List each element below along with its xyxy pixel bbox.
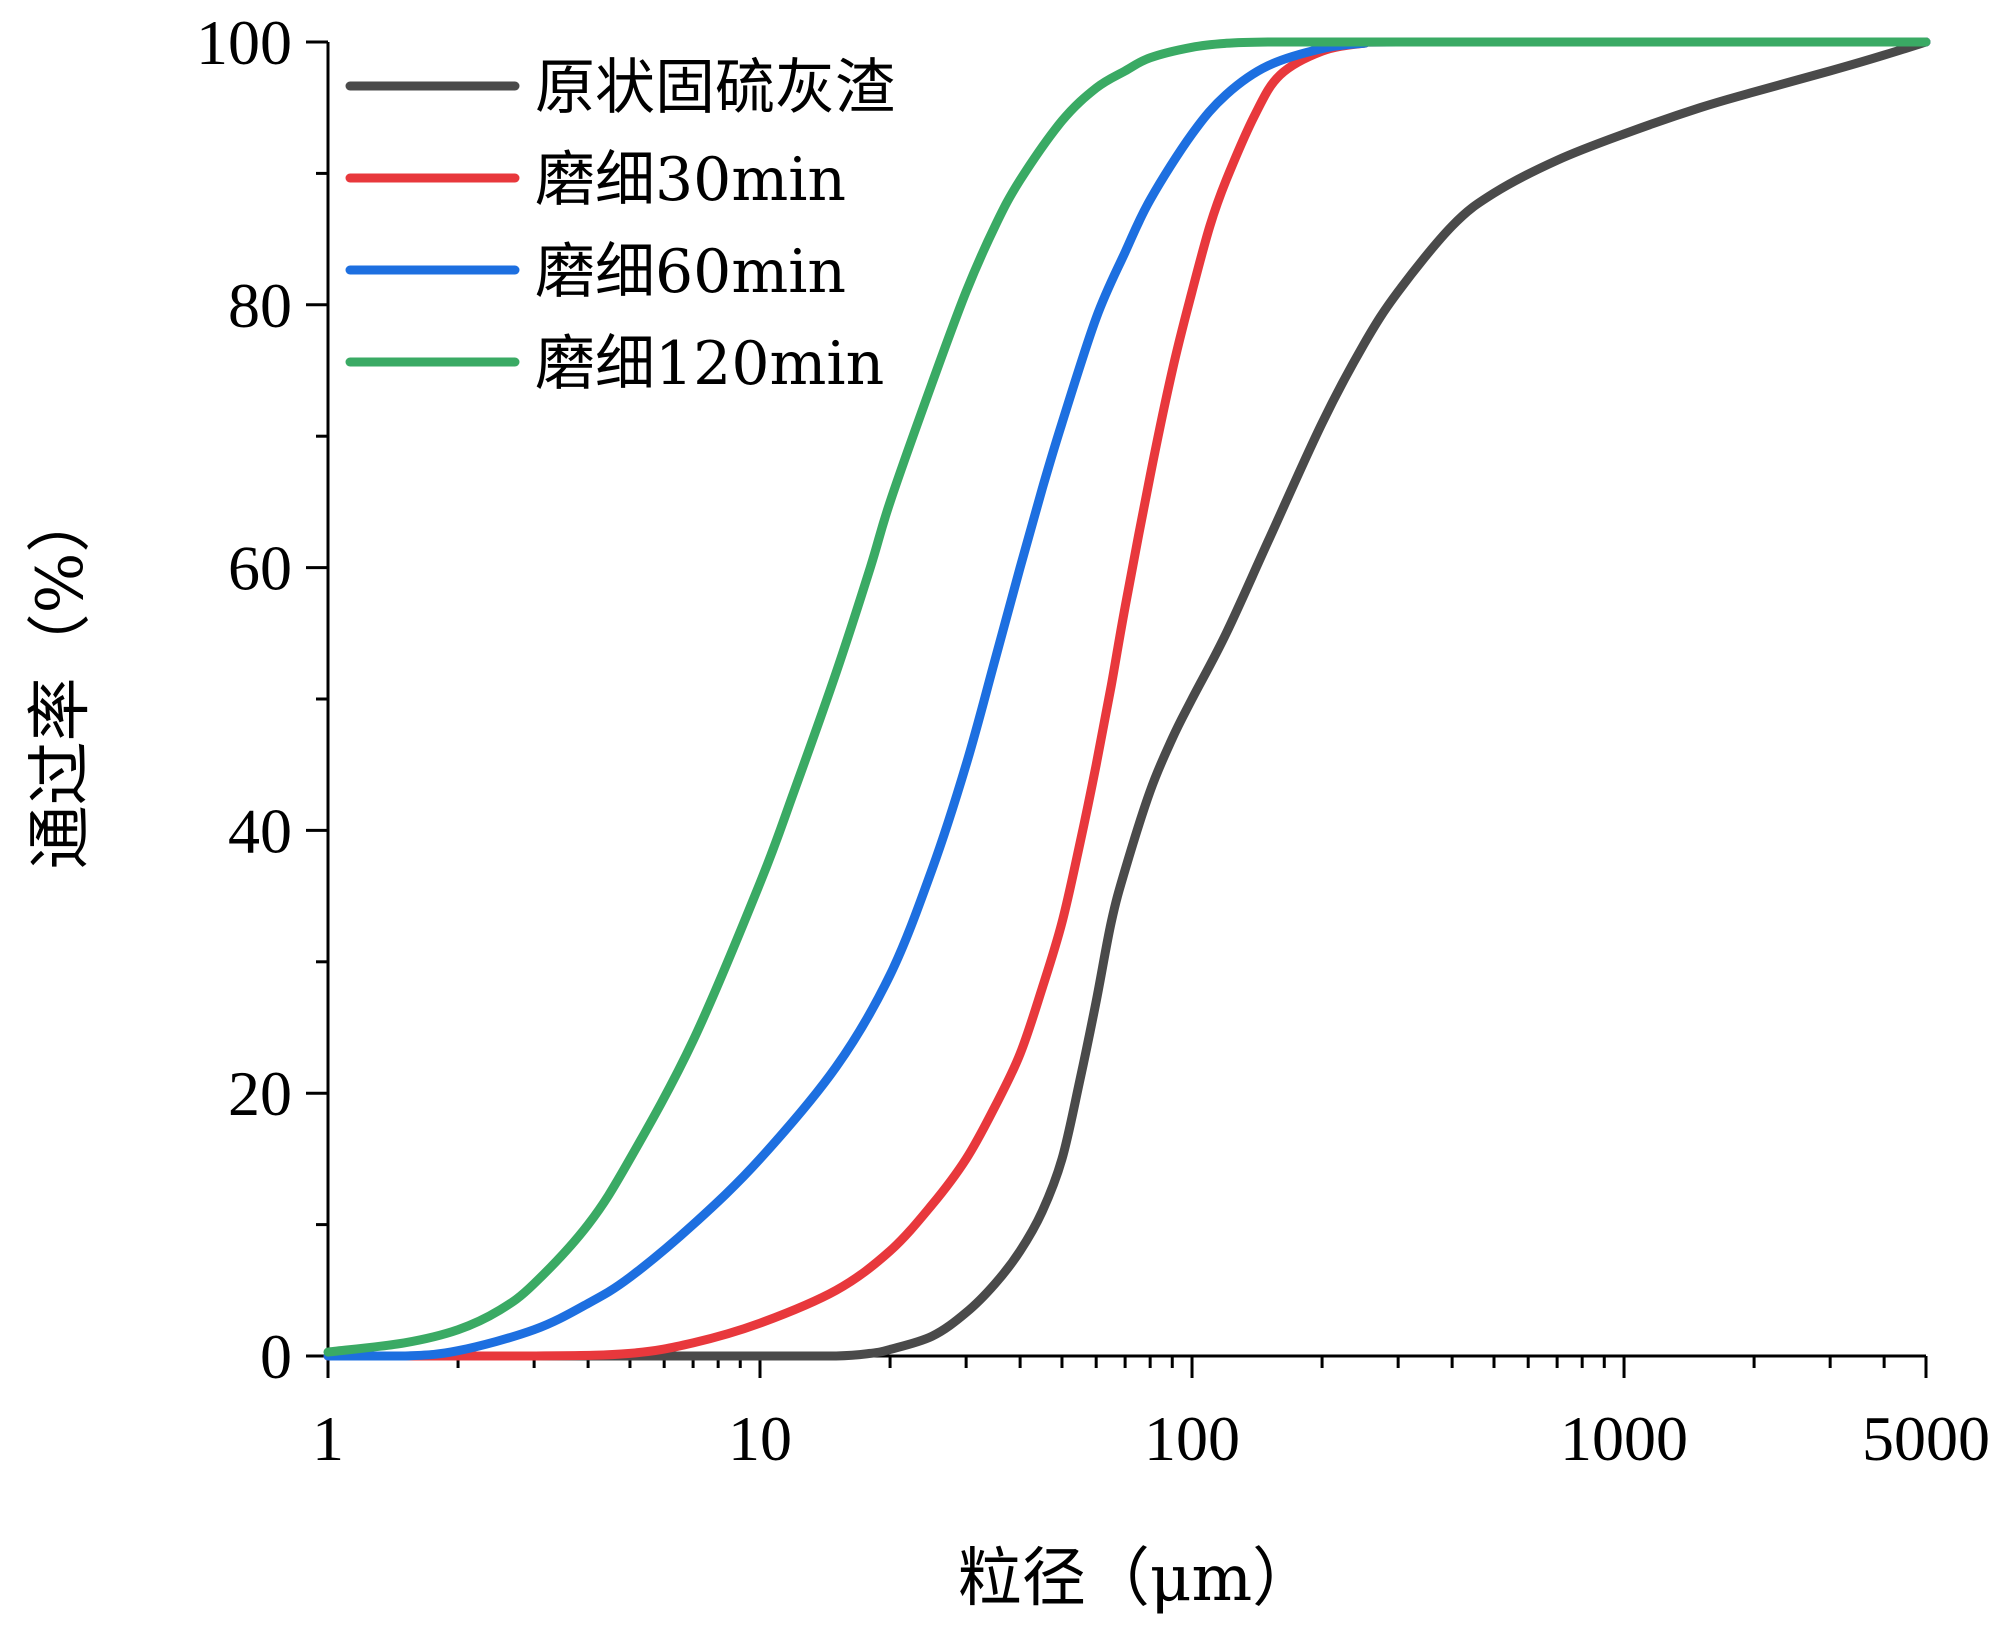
x-axis-title: 粒径（μm） [958, 1542, 1316, 1616]
legend-label-3: 磨细60min [535, 237, 846, 307]
x-tick-label: 1000 [1560, 1403, 1688, 1474]
series-group [323, 37, 1931, 1361]
y-tick-label: 100 [196, 7, 292, 78]
y-tick-label: 60 [228, 533, 292, 604]
series-line-4 [323, 37, 1931, 1357]
y-axis-title: 通过率（%） [24, 489, 98, 870]
y-tick-label: 20 [228, 1058, 292, 1129]
x-tick-label: 1 [312, 1403, 344, 1474]
series-line-3 [323, 37, 1931, 1361]
legend-label-1: 原状固硫灰渣 [535, 53, 895, 123]
x-axis-ticks: 1 10 100 1000 5000 [312, 1356, 1990, 1474]
x-tick-label: 5000 [1862, 1403, 1990, 1474]
legend-label-4: 磨细120min [535, 329, 884, 399]
y-tick-label: 40 [228, 795, 292, 866]
plot-area: 1 10 100 1000 5000 0 20 40 60 80 100 [196, 7, 1990, 1474]
series-line-1 [323, 37, 1931, 1361]
x-tick-label: 10 [728, 1403, 792, 1474]
y-tick-label: 80 [228, 270, 292, 341]
x-tick-label: 100 [1144, 1403, 1240, 1474]
y-tick-label: 0 [260, 1321, 292, 1392]
y-axis-ticks: 0 20 40 60 80 100 [196, 7, 328, 1392]
legend-label-2: 磨细30min [535, 145, 846, 215]
